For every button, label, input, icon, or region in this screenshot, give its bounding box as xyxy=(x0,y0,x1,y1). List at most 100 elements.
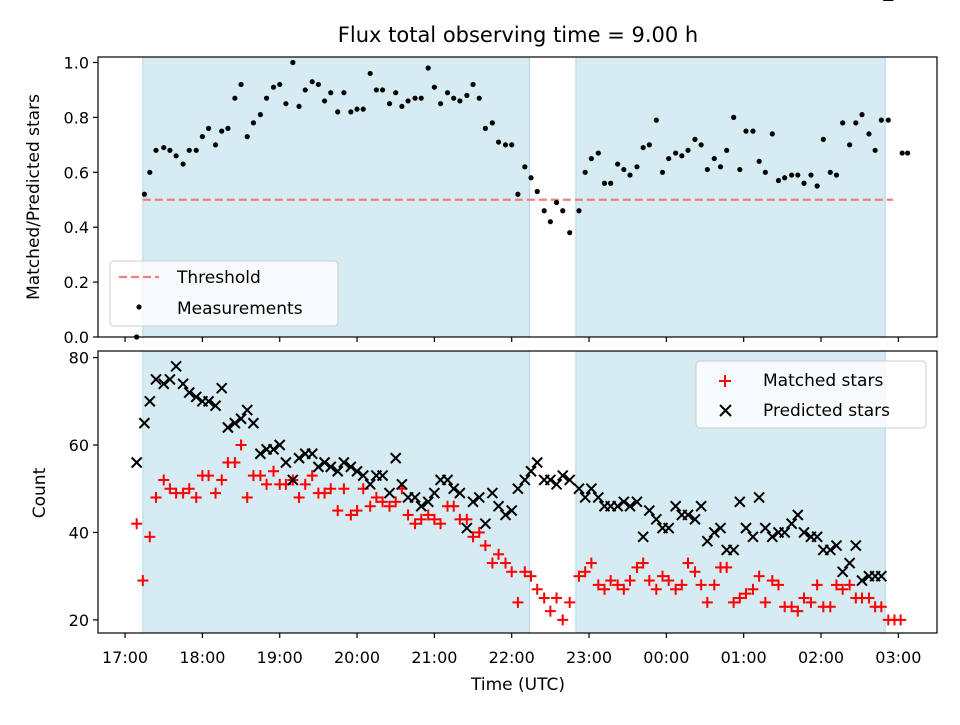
predicted-star-point xyxy=(461,522,473,534)
bottom-y-tick-label: 20 xyxy=(69,611,89,630)
matched-star-point xyxy=(618,583,630,595)
predicted-star-marker-b xyxy=(531,456,543,469)
measurement-point xyxy=(528,175,534,181)
measurement-point xyxy=(341,90,347,96)
measurement-point xyxy=(885,117,891,123)
predicted-star-point xyxy=(267,443,280,456)
measurement-point xyxy=(522,164,528,170)
measurement-point xyxy=(315,81,321,88)
predicted-star-marker-b xyxy=(714,522,727,534)
measurement-point xyxy=(153,147,159,153)
predicted-star-point xyxy=(824,544,836,556)
predicted-star-point xyxy=(637,531,649,543)
predicted-star-point xyxy=(202,395,215,407)
measurement-point xyxy=(238,81,244,88)
predicted-star-marker-b xyxy=(312,461,325,473)
measurement-point xyxy=(283,101,289,107)
predicted-star-marker-b xyxy=(492,500,505,512)
predicted-star-marker-b xyxy=(267,443,280,456)
measurement-point xyxy=(393,90,399,96)
measurement-point xyxy=(457,98,463,104)
measurement-point xyxy=(899,150,905,156)
predicted-star-point xyxy=(177,378,189,390)
predicted-star-point xyxy=(785,517,798,530)
predicted-star-point xyxy=(170,360,182,373)
matched-star-point xyxy=(299,478,311,490)
measurement-point xyxy=(367,70,373,77)
measurement-point xyxy=(348,109,354,115)
predicted-star-marker-b xyxy=(573,483,585,495)
measurement-point xyxy=(685,147,691,153)
predicted-star-marker-b xyxy=(357,469,369,482)
predicted-star-marker-b xyxy=(390,452,402,464)
predicted-star-marker-b xyxy=(695,500,707,512)
predicted-star-marker-b xyxy=(766,531,779,543)
predicted-star-point xyxy=(573,483,585,495)
predicted-star-point xyxy=(650,513,663,526)
measurement-point xyxy=(634,164,640,170)
measurement-point xyxy=(704,166,710,173)
x-tick-label: 23:00 xyxy=(566,648,612,667)
predicted-star-marker-b xyxy=(447,483,460,495)
matched-star-point xyxy=(519,566,531,578)
top-y-tick-label: 0.8 xyxy=(64,108,89,127)
matched-star-point xyxy=(656,570,668,582)
measurement-point xyxy=(186,147,192,153)
matched-star-point xyxy=(216,474,228,486)
predicted-star-marker-b xyxy=(669,500,682,512)
predicted-star-point xyxy=(150,373,162,386)
predicted-star-marker-b xyxy=(592,491,605,504)
measurement-point xyxy=(509,142,515,148)
measurements-legend-swatch xyxy=(136,304,142,310)
predicted-star-point xyxy=(247,417,260,429)
measurement-point xyxy=(827,169,833,175)
matched-star-point xyxy=(415,513,427,525)
matched-star-point xyxy=(268,465,280,477)
matched-star-point xyxy=(772,579,784,591)
matched-star-point xyxy=(798,592,810,604)
measurement-point xyxy=(354,106,360,112)
predicted-star-marker-b xyxy=(254,448,267,460)
predicted-star-point xyxy=(875,570,888,582)
x-tick-label: 21:00 xyxy=(411,648,457,667)
matched-star-point xyxy=(293,491,305,503)
measurement-point xyxy=(451,95,457,101)
predicted-star-point xyxy=(682,509,694,521)
matched-star-point xyxy=(676,579,688,591)
predicted-star-point xyxy=(618,496,630,508)
matched-star-point xyxy=(183,483,195,495)
measurement-point xyxy=(141,191,147,197)
predicted-star-marker-b xyxy=(351,465,363,477)
predicted-star-point xyxy=(241,404,253,416)
predicted-star-marker-b xyxy=(306,448,318,460)
matched-star-point xyxy=(428,513,440,525)
predicted-star-point xyxy=(734,496,746,508)
measurement-point xyxy=(750,128,756,134)
measurement-point xyxy=(321,98,328,104)
matched-star-point xyxy=(863,592,875,604)
matched-star-point xyxy=(351,505,363,517)
matched-star-point xyxy=(435,518,447,530)
predicted-star-marker-b xyxy=(190,391,202,403)
predicted-star-point xyxy=(701,535,714,547)
measurement-point xyxy=(431,84,437,90)
matched-star-point xyxy=(164,483,176,495)
predicted-star-point xyxy=(695,500,707,512)
matched-stars-points xyxy=(131,439,907,626)
measurement-point xyxy=(534,188,540,195)
predicted-star-marker-b xyxy=(158,378,170,390)
predicted-star-point xyxy=(376,469,389,482)
measurement-point xyxy=(673,150,679,156)
bottom-panel-frame xyxy=(97,350,938,634)
measurement-point xyxy=(464,92,470,99)
measurement-point xyxy=(335,109,341,115)
bottom-y-tick-label: 60 xyxy=(69,436,89,455)
matched-star-point xyxy=(670,583,682,595)
matched-star-point xyxy=(203,470,215,482)
matched-star-point xyxy=(682,557,694,569)
predicted-star-point xyxy=(747,531,759,543)
predicted-star-marker-b xyxy=(785,517,798,530)
predicted-star-point xyxy=(585,483,598,495)
measurement-point xyxy=(646,142,652,148)
